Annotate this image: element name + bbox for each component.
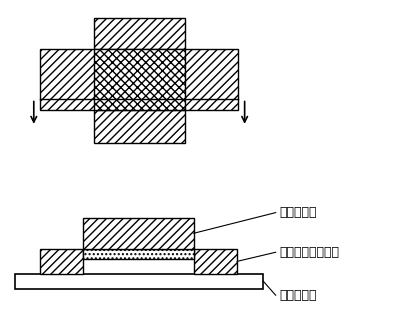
Bar	[83, 218, 194, 249]
Bar	[194, 249, 237, 274]
Bar	[94, 18, 185, 143]
Bar	[83, 249, 194, 259]
Bar	[40, 49, 238, 110]
Text: 多晶硅沟道和源漏: 多晶硅沟道和源漏	[280, 246, 340, 259]
Text: 络缘层村底: 络缘层村底	[280, 289, 317, 302]
Bar	[15, 274, 263, 289]
Text: 多晶硅栊极: 多晶硅栊极	[280, 206, 317, 219]
Bar	[40, 249, 83, 274]
Bar	[94, 49, 185, 110]
